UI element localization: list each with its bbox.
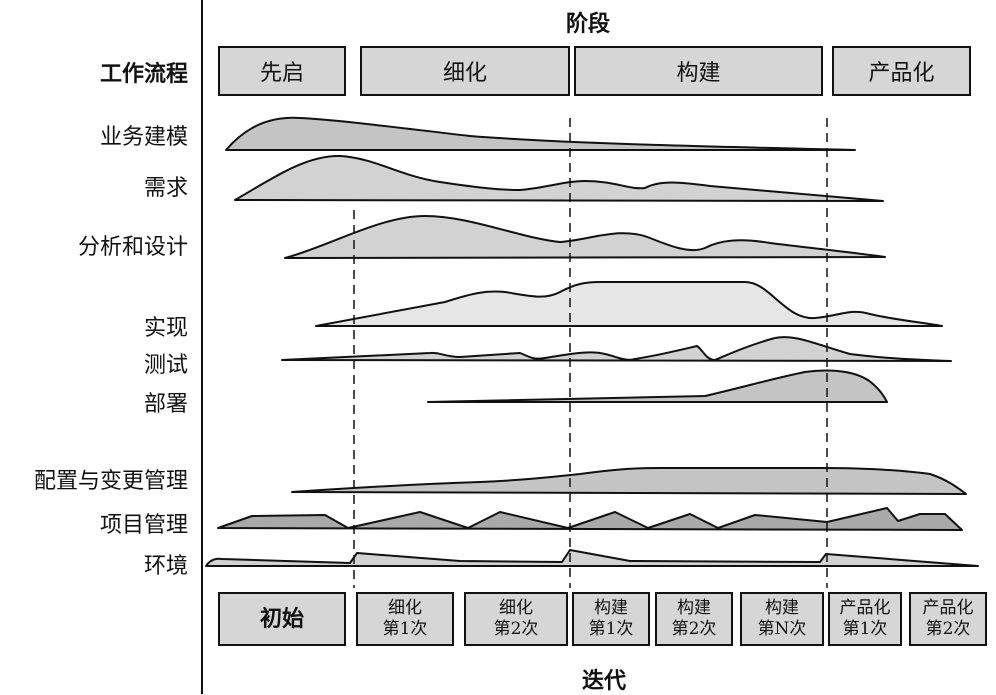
curve-deployment (427, 369, 888, 403)
curve-config-change (291, 467, 967, 495)
workflow-header: 工作流程 (99, 61, 188, 87)
iteration-number: 第N次 (757, 619, 807, 639)
vertical-axis-line (201, 0, 203, 694)
iteration-label: 初始 (259, 605, 304, 632)
curve-implementation (315, 281, 943, 327)
iteration-number: 第1次 (588, 619, 634, 639)
iteration-label: 构建 (677, 598, 711, 618)
iteration-label: 构建 (765, 598, 799, 618)
iterations-title: 迭代 (581, 668, 626, 694)
iteration-elaboration-1: 细化 第1次 (356, 592, 454, 646)
iteration-number: 第2次 (925, 619, 971, 639)
iteration-label: 细化 (499, 598, 533, 618)
workflow-label-business-modeling: 业务建模 (99, 125, 188, 150)
workflow-label-config-change: 配置与变更管理 (33, 469, 188, 494)
iteration-label: 产品化 (839, 598, 891, 618)
curve-environment (205, 549, 979, 567)
iteration-transition-1: 产品化 第1次 (828, 592, 902, 646)
iteration-label: 产品化 (922, 598, 974, 618)
workflow-label-deployment: 部署 (143, 392, 188, 417)
curve-requirements (234, 154, 884, 202)
iteration-construction-1: 构建 第1次 (572, 592, 650, 646)
curve-business-modeling (225, 116, 856, 151)
iteration-label: 构建 (594, 598, 628, 618)
iteration-elaboration-2: 细化 第2次 (464, 592, 568, 646)
iteration-transition-2: 产品化 第2次 (909, 592, 987, 646)
workflow-label-requirements: 需求 (143, 176, 188, 201)
workflow-label-test: 测试 (143, 353, 188, 378)
iteration-initial: 初始 (218, 592, 346, 646)
phase-inception: 先启 (218, 46, 346, 96)
curve-analysis-design (284, 215, 886, 259)
curve-test (281, 336, 952, 362)
workflow-label-project-management: 项目管理 (99, 513, 188, 538)
iteration-number: 第1次 (842, 619, 888, 639)
phase-transition: 产品化 (832, 46, 971, 96)
workflow-label-analysis-design: 分析和设计 (77, 235, 188, 260)
workflow-label-environment: 环境 (143, 554, 188, 579)
phases-title: 阶段 (565, 11, 610, 37)
iteration-number: 第1次 (382, 619, 428, 639)
curve-project-management (217, 507, 963, 531)
phase-construction: 构建 (574, 46, 823, 96)
iteration-label: 细化 (388, 598, 422, 618)
phase-elaboration: 细化 (360, 46, 570, 96)
iteration-construction-n: 构建 第N次 (740, 592, 824, 646)
iteration-number: 第2次 (671, 619, 717, 639)
iteration-construction-2: 构建 第2次 (655, 592, 733, 646)
iteration-number: 第2次 (493, 619, 539, 639)
workflow-label-implementation: 实现 (143, 316, 188, 341)
